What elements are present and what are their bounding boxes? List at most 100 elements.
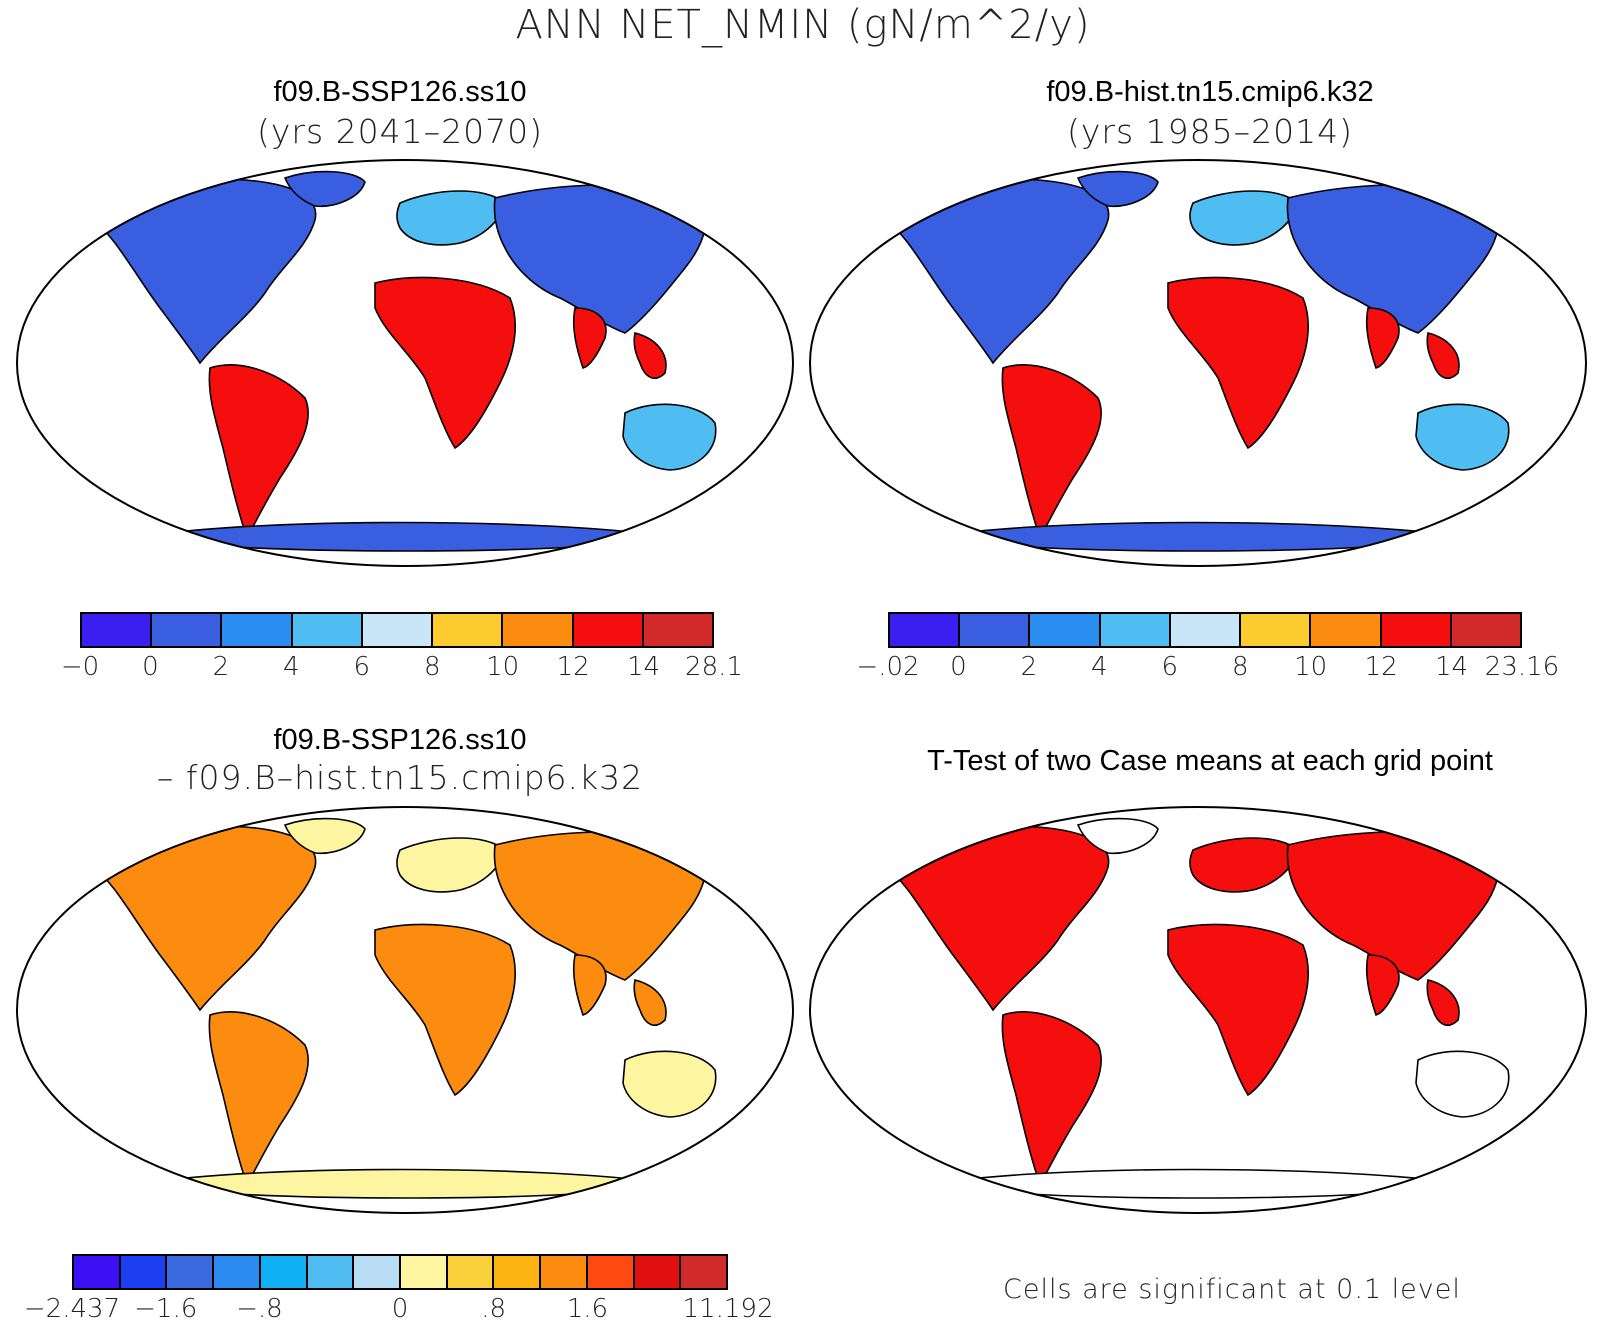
colorbar-tick-label: 12 <box>1364 652 1398 682</box>
colorbar-cell <box>494 1256 542 1288</box>
colorbar-tick-label: 0 <box>142 652 159 682</box>
landmass-asia <box>1286 831 1500 981</box>
landmass-namerica <box>89 178 317 365</box>
colorbar-cell <box>74 1256 121 1288</box>
landmass-australia <box>1415 403 1510 471</box>
landmass-samerica <box>1001 364 1102 541</box>
map-bottom-right <box>809 806 1587 1214</box>
colorbar-cell <box>1451 614 1520 646</box>
colorbar-tick-label: 14 <box>627 652 661 682</box>
landmass-namerica <box>882 825 1110 1012</box>
colorbar-top-left <box>80 612 714 648</box>
colorbar-cell <box>1311 614 1382 646</box>
landmass-india <box>1365 954 1400 1016</box>
colorbar-tick-label: 6 <box>353 652 371 682</box>
map-outline <box>16 806 794 1214</box>
colorbar-tick-label: .8 <box>481 1294 507 1324</box>
colorbar-cell <box>1381 614 1452 646</box>
landmass-india <box>572 954 607 1016</box>
colorbar-cell <box>362 614 434 646</box>
landmass-asia <box>1286 184 1500 334</box>
panel-title-bottom-left: f09.B-SSP126.ss10 <box>273 724 527 756</box>
colorbar-tick-label: −0 <box>60 652 100 682</box>
landmass-samerica <box>208 364 309 541</box>
map-outline <box>809 806 1587 1214</box>
map-outline <box>809 159 1587 567</box>
panel-title-top-right: f09.B-hist.tn15.cmip6.k32 <box>1046 76 1374 108</box>
colorbar-cell <box>222 614 293 646</box>
landmass-seasia <box>633 332 667 379</box>
landmass-europe <box>396 190 506 246</box>
colorbar-tick-label: 23.16 <box>1484 652 1560 682</box>
colorbar-cell <box>643 614 712 646</box>
significance-note: Cells are significant at 0.1 level <box>1003 1274 1461 1305</box>
colorbar-cell <box>1241 614 1312 646</box>
landmass-antarctica <box>934 521 1462 552</box>
colorbar-tick-label: 28.1 <box>685 652 743 682</box>
landmass-africa <box>1167 923 1309 1097</box>
landmass-australia <box>1415 1050 1510 1118</box>
landmass-antarctica <box>934 1168 1462 1199</box>
colorbar-cell <box>152 614 223 646</box>
map-bottom-left <box>16 806 794 1214</box>
landmass-seasia <box>1426 979 1460 1026</box>
landmass-australia <box>622 403 717 471</box>
landmass-australia <box>622 1050 717 1118</box>
colorbar-tick-label: 10 <box>486 652 520 682</box>
landmass-namerica <box>882 178 1110 365</box>
colorbar-cell <box>1170 614 1242 646</box>
colorbar-top-right <box>888 612 1522 648</box>
landmass-samerica <box>208 1011 309 1188</box>
colorbar-cell <box>292 614 363 646</box>
colorbar-bottom-left <box>72 1254 728 1290</box>
colorbar-tick-label: 12 <box>556 652 590 682</box>
colorbar-tick-label: 1.6 <box>566 1294 609 1324</box>
colorbar-cell <box>1030 614 1101 646</box>
landmass-namerica <box>89 825 317 1012</box>
landmass-greenland <box>1076 170 1159 207</box>
landmass-india <box>1365 307 1400 369</box>
colorbar-tick-label: 10 <box>1294 652 1328 682</box>
colorbar-cell <box>634 1256 682 1288</box>
landmass-samerica <box>1001 1011 1102 1188</box>
landmass-europe <box>396 837 506 893</box>
colorbar-cell <box>120 1256 168 1288</box>
colorbar-tick-label: 2 <box>1020 652 1038 682</box>
landmass-greenland <box>1076 817 1159 854</box>
colorbar-cell <box>587 1256 635 1288</box>
colorbar-cell <box>82 614 153 646</box>
colorbar-cell <box>167 1256 215 1288</box>
panel-title-top-left: f09.B-SSP126.ss10 <box>273 76 527 108</box>
colorbar-cell <box>573 614 644 646</box>
panel-title-bottom-right: T-Test of two Case means at each grid po… <box>927 745 1493 777</box>
colorbar-tick-label: 14 <box>1435 652 1469 682</box>
map-top-right <box>809 159 1587 567</box>
colorbar-cell <box>681 1256 727 1288</box>
landmass-africa <box>1167 276 1309 450</box>
landmass-greenland <box>283 170 366 207</box>
landmass-africa <box>374 923 516 1097</box>
landmass-greenland <box>283 817 366 854</box>
figure-title: ANN NET_NMIN (gN/m^2/y) <box>515 2 1091 48</box>
colorbar-cell <box>214 1256 261 1288</box>
colorbar-cell <box>541 1256 588 1288</box>
colorbar-cell <box>260 1256 308 1288</box>
panel-subtitle-bottom-left: – f09.B–hist.tn15.cmip6.k32 <box>156 758 644 797</box>
colorbar-cell <box>1100 614 1171 646</box>
colorbar-cell <box>354 1256 402 1288</box>
colorbar-tick-label: −1.6 <box>134 1294 198 1324</box>
colorbar-tick-label: 0 <box>391 1294 409 1324</box>
colorbar-tick-label: 6 <box>1161 652 1179 682</box>
map-outline <box>16 159 794 567</box>
landmass-africa <box>374 276 516 450</box>
landmass-asia <box>493 184 707 334</box>
landmass-india <box>572 307 607 369</box>
colorbar-tick-label: 11.192 <box>682 1294 774 1324</box>
colorbar-tick-label: 4 <box>1091 652 1108 682</box>
colorbar-cell <box>401 1256 448 1288</box>
colorbar-tick-label: 4 <box>283 652 300 682</box>
panel-subtitle-top-left: (yrs 2041–2070) <box>257 112 543 151</box>
landmass-europe <box>1189 837 1299 893</box>
colorbar-cell <box>503 614 574 646</box>
landmass-antarctica <box>141 1168 669 1199</box>
